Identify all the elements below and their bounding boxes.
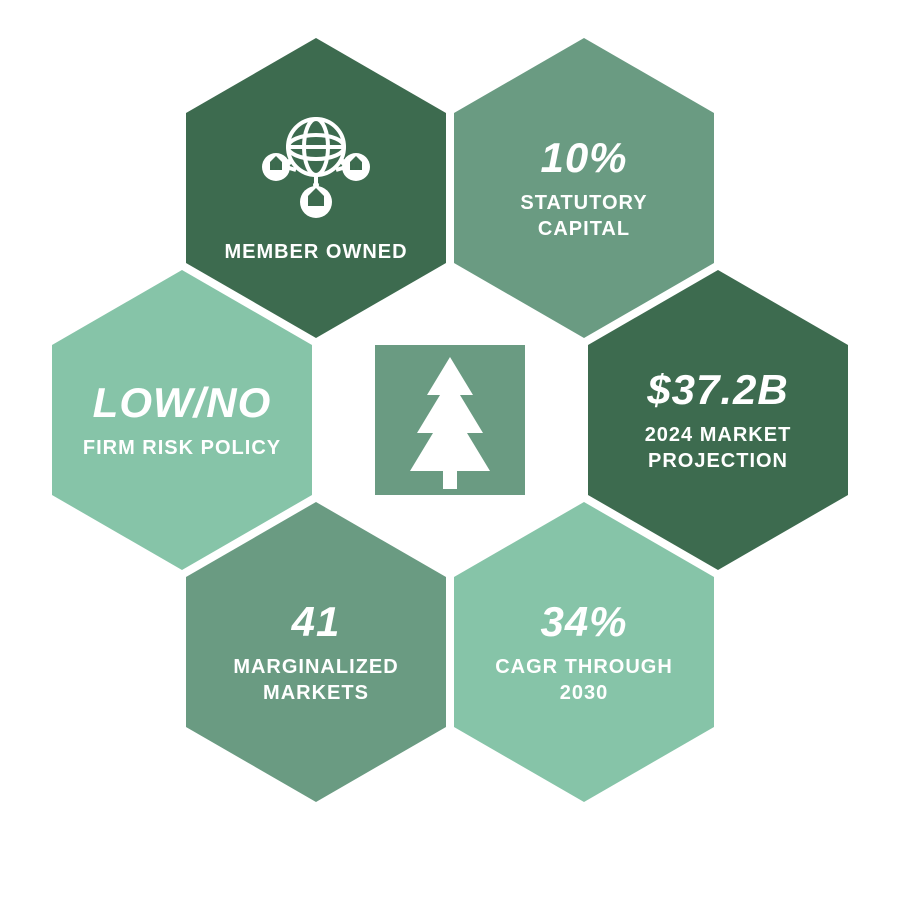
hex-stat: $37.2B — [647, 366, 788, 414]
hex-stat: 41 — [292, 598, 341, 646]
center-logo — [375, 345, 525, 495]
hex-label: STATUTORY CAPITAL — [484, 190, 684, 242]
hex-label: CAGR THROUGH 2030 — [484, 654, 684, 706]
hexagon-infographic: MEMBER OWNED 10% STATUTORY CAPITAL LOW/N… — [0, 0, 900, 900]
hex-label: 2024 MARKET PROJECTION — [618, 422, 818, 474]
globe-network-icon — [256, 112, 376, 227]
pine-tree-icon — [375, 345, 525, 495]
hex-stat: 34% — [540, 598, 627, 646]
hex-stat: 10% — [540, 134, 627, 182]
hex-label: MEMBER OWNED — [224, 239, 407, 265]
hex-stat: LOW/NO — [93, 379, 272, 427]
hex-label: MARGINALIZED MARKETS — [216, 654, 416, 706]
hex-label: FIRM RISK POLICY — [83, 435, 281, 461]
